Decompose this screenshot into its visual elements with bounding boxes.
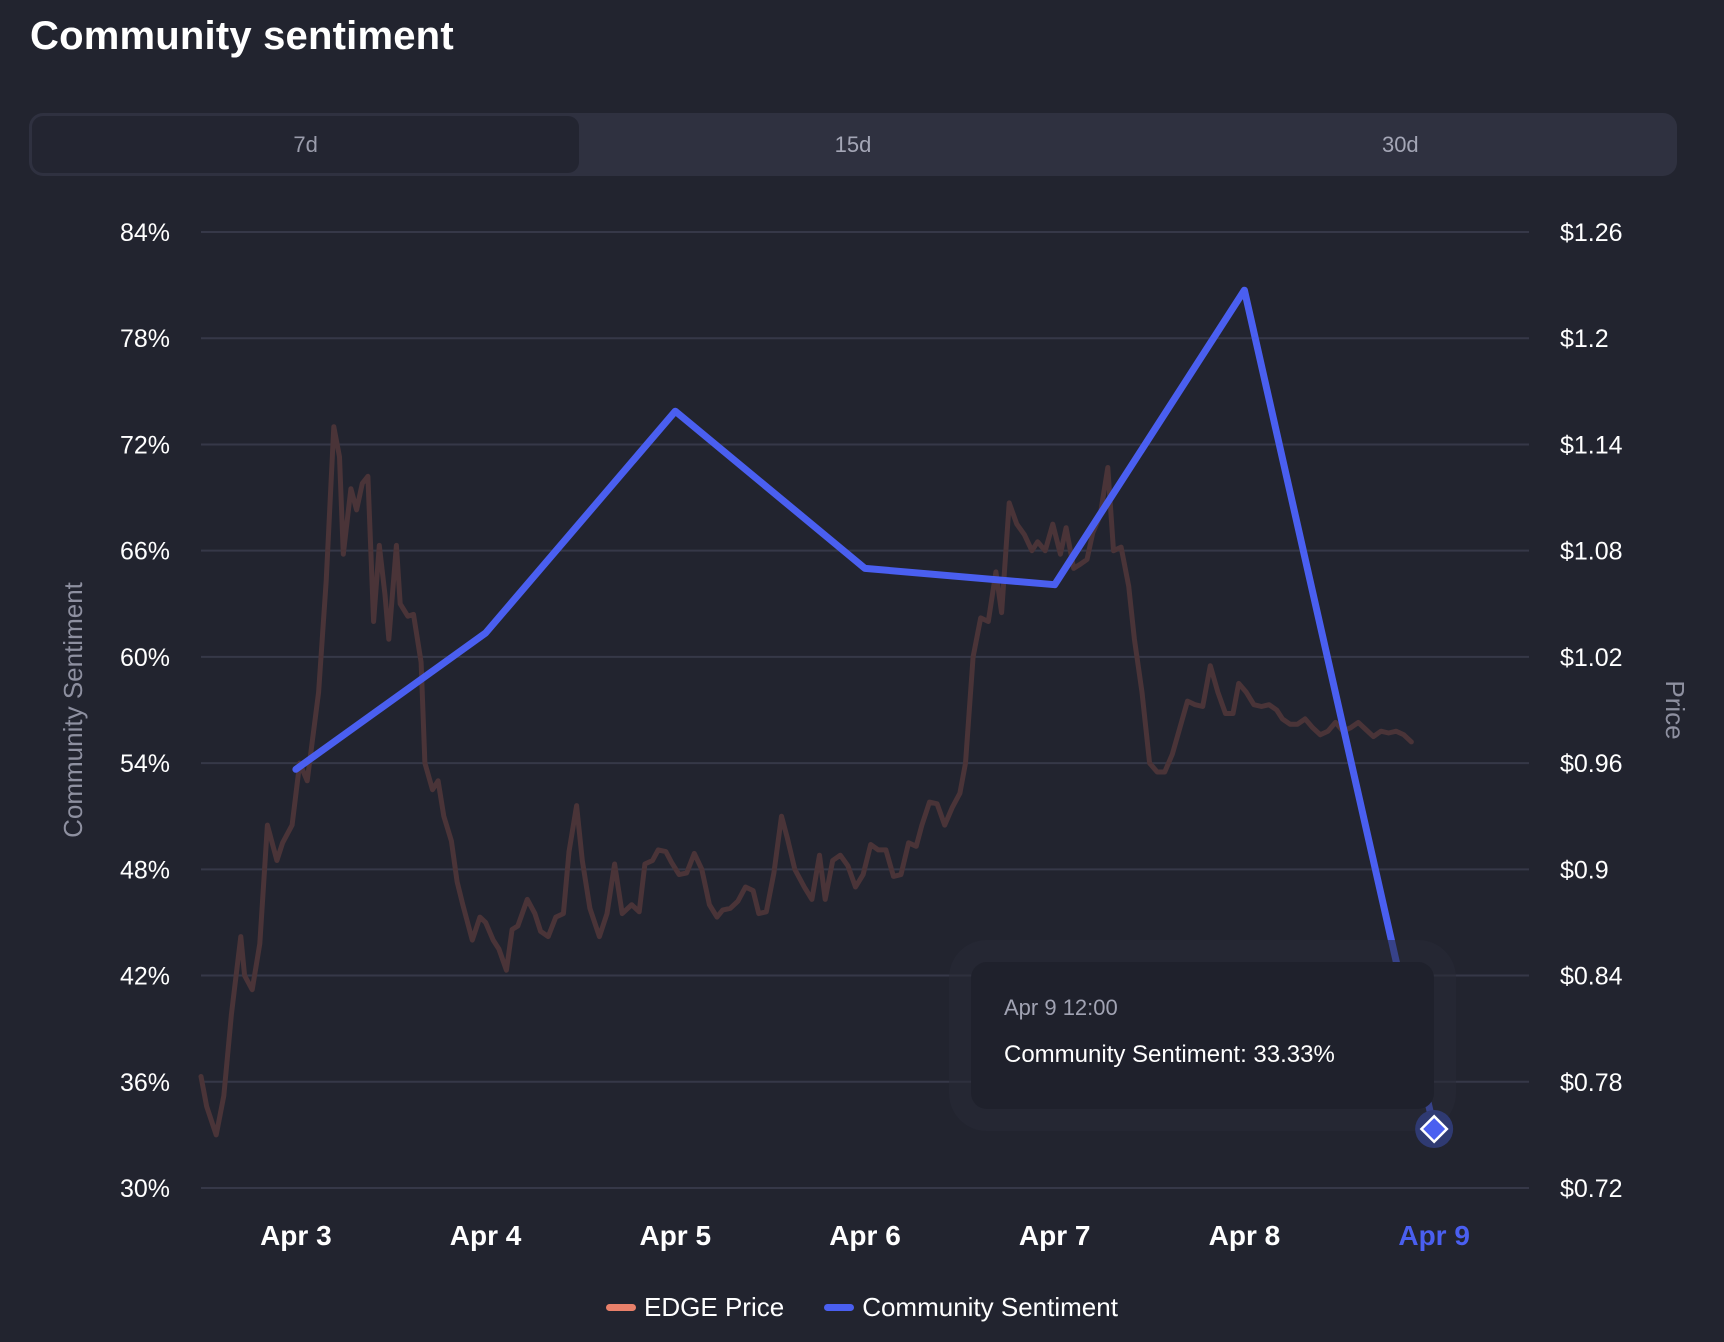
- x-tick-label: Apr 4: [450, 1220, 522, 1251]
- y2-tick-label: $1.14: [1560, 431, 1623, 459]
- y2-tick-label: $0.96: [1560, 750, 1623, 778]
- chart-legend: EDGE Price Community Sentiment: [0, 1292, 1724, 1323]
- tab-30d[interactable]: 30d: [1381, 131, 1419, 157]
- right-axis-ticks: $1.26 $1.2 $1.14 $1.08 $1.02 $0.96 $0.9 $0.84 $0…: [1560, 219, 1623, 1203]
- y-tick-label: 60%: [120, 644, 170, 672]
- y2-tick-label: $0.9: [1560, 856, 1609, 884]
- tooltip-value: Community Sentiment: 33.33%: [1004, 1041, 1335, 1068]
- x-tick-label: Apr 7: [1019, 1220, 1091, 1251]
- y-tick-label: 78%: [120, 325, 170, 353]
- tooltip-date: Apr 9 12:00: [1004, 995, 1118, 1020]
- time-range-tabs: 7d 15d 30d: [29, 113, 1677, 176]
- x-tick-label: Apr 6: [829, 1220, 901, 1251]
- y-tick-label: 54%: [120, 750, 170, 778]
- series-line-community-sentiment: [292, 286, 1438, 1133]
- tab-7d[interactable]: 7d: [32, 116, 580, 173]
- legend-swatch-community-sentiment: [824, 1304, 855, 1311]
- sentiment-chart[interactable]: 84%78%72%66%60%54%48%42%36%30% $1.26$1.2…: [0, 0, 1724, 1280]
- left-axis-ticks: 84% 78% 72% 66% 60% 54% 48% 42% 36% 30%: [120, 219, 170, 1203]
- y-tick-label: 30%: [120, 1175, 170, 1203]
- y2-tick-label: $1.02: [1560, 644, 1623, 672]
- x-tick-label: Apr 5: [639, 1220, 711, 1251]
- y-tick-label: 42%: [120, 963, 170, 991]
- legend-item-edge-price[interactable]: EDGE Price: [606, 1292, 784, 1323]
- y-tick-label: 72%: [120, 431, 170, 459]
- legend-item-community-sentiment[interactable]: Community Sentiment: [824, 1292, 1118, 1323]
- x-axis-ticks: Apr 3 Apr 4 Apr 5 Apr 6 Apr 7 Apr 8 Apr 9: [260, 1220, 1470, 1251]
- y-tick-label: 66%: [120, 538, 170, 566]
- y2-tick-label: $1.08: [1560, 538, 1623, 566]
- legend-swatch-edge-price: [606, 1304, 637, 1311]
- right-axis-title: Price: [1660, 680, 1690, 739]
- legend-label-edge-price: EDGE Price: [644, 1292, 785, 1322]
- x-tick-label: Apr 3: [260, 1220, 332, 1251]
- y2-tick-label: $0.72: [1560, 1175, 1623, 1203]
- y-tick-label: 48%: [120, 856, 170, 884]
- y2-tick-label: $0.78: [1560, 1069, 1623, 1097]
- y2-tick-label: $1.2: [1560, 325, 1609, 353]
- tab-15d[interactable]: 15d: [834, 131, 872, 157]
- chart-tooltip: Apr 9 12:00 Community Sentiment: 33.33%: [971, 962, 1434, 1109]
- y-tick-label: 36%: [120, 1069, 170, 1097]
- x-tick-label: Apr 8: [1209, 1220, 1281, 1251]
- left-axis-title: Community Sentiment: [58, 581, 88, 838]
- y2-tick-label: $1.26: [1560, 219, 1623, 247]
- y-tick-label: 84%: [120, 219, 170, 247]
- x-tick-label: Apr 9: [1398, 1220, 1470, 1251]
- legend-label-community-sentiment: Community Sentiment: [862, 1292, 1118, 1322]
- page-title: Community sentiment: [30, 14, 454, 58]
- y2-tick-label: $0.84: [1560, 963, 1623, 991]
- series-line-edge-price: [198, 424, 1414, 1138]
